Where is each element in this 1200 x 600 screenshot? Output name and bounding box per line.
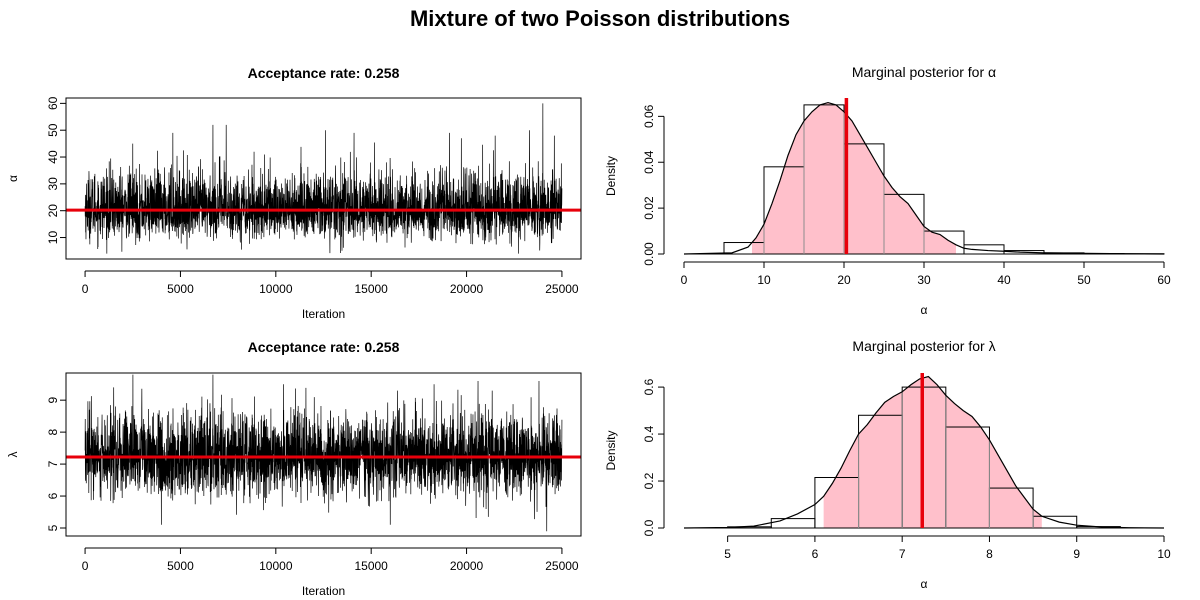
y-tick-label: 0.02 <box>642 196 656 220</box>
credible-region-fill <box>752 102 956 255</box>
x-tick-label: 5 <box>724 547 731 561</box>
x-tick-label: 15000 <box>354 282 388 296</box>
posterior-plot-lambda: Marginal posterior for λ 5 6 7 8 9 10 α 0.0 0.2 0.… <box>604 338 1171 591</box>
x-tick-label: 25000 <box>545 559 579 573</box>
y-tick-label: 7 <box>46 460 60 467</box>
y-tick-label: 0.00 <box>642 242 656 266</box>
y-tick-label: 60 <box>46 96 60 110</box>
x-tick-label: 10 <box>1157 547 1171 561</box>
x-axis-label: Iteration <box>302 307 345 321</box>
chart-title: Marginal posterior for λ <box>852 338 995 354</box>
x-tick-label: 7 <box>899 547 906 561</box>
x-tick-label: 60 <box>1157 273 1171 287</box>
x-tick-label: 20000 <box>450 282 484 296</box>
y-tick-label: 9 <box>46 397 60 404</box>
histogram-bar <box>770 518 816 529</box>
x-tick-label: 5000 <box>167 282 194 296</box>
y-tick-label: 10 <box>46 231 60 245</box>
x-tick-label: 50 <box>1077 273 1091 287</box>
x-tick-label: 10 <box>757 273 771 287</box>
chart-title: Acceptance rate: 0.258 <box>248 65 400 81</box>
histogram-bar <box>963 244 1005 255</box>
y-tick-label: 30 <box>46 177 60 191</box>
y-tick-label: 0.0 <box>642 519 656 536</box>
figure-title: Mixture of two Poisson distributions <box>409 6 791 31</box>
chart-title: Marginal posterior for α <box>852 64 996 80</box>
chart-title: Acceptance rate: 0.258 <box>248 339 400 355</box>
trace-plot-alpha: Acceptance rate: 0.258 0 5000 10000 15000 200… <box>6 65 582 321</box>
density-curve <box>683 375 1165 529</box>
plot-frame <box>65 97 582 260</box>
y-tick-label: 50 <box>46 123 60 137</box>
x-tick-label: 9 <box>1073 547 1080 561</box>
y-tick-label: 20 <box>46 204 60 218</box>
posterior-plot-alpha: Marginal posterior for α 0 10 20 30 40 50 60 α 0.… <box>604 64 1171 317</box>
trace-series-line <box>84 374 563 532</box>
x-tick-label: 0 <box>82 559 89 573</box>
x-tick-label: 8 <box>986 547 993 561</box>
y-tick-label: 0.04 <box>642 150 656 174</box>
x-tick-label: 15000 <box>354 559 388 573</box>
density-curve <box>683 101 1165 255</box>
credible-region-fill <box>823 376 1042 528</box>
x-tick-label: 20000 <box>450 559 484 573</box>
x-tick-label: 40 <box>997 273 1011 287</box>
x-axis-label: Iteration <box>302 584 345 598</box>
y-axis-label: α <box>6 175 20 182</box>
x-tick-label: 0 <box>82 282 89 296</box>
y-tick-label: 8 <box>46 428 60 435</box>
x-tick-label: 30 <box>917 273 931 287</box>
x-tick-label: 20 <box>837 273 851 287</box>
x-axis-label: α <box>921 303 928 317</box>
x-tick-label: 5000 <box>167 559 194 573</box>
y-tick-label: 0.2 <box>642 472 656 489</box>
x-tick-label: 6 <box>812 547 819 561</box>
plot-frame <box>65 372 582 537</box>
x-tick-label: 0 <box>681 273 688 287</box>
trace-series-line <box>84 103 563 254</box>
y-tick-label: 0.6 <box>642 378 656 395</box>
x-tick-label: 10000 <box>259 282 293 296</box>
x-tick-label: 25000 <box>545 282 579 296</box>
y-axis-label: λ <box>6 452 20 458</box>
y-tick-label: 5 <box>46 524 60 531</box>
trace-plot-lambda: Acceptance rate: 0.258 0 5000 10000 15000 200… <box>6 339 582 598</box>
x-axis-label: α <box>921 577 928 591</box>
y-axis-label: Density <box>604 430 618 470</box>
y-tick-label: 40 <box>46 150 60 164</box>
y-tick-label: 6 <box>46 492 60 499</box>
y-tick-label: 0.4 <box>642 425 656 442</box>
y-axis-label: Density <box>604 156 618 196</box>
y-tick-label: 0.06 <box>642 104 656 128</box>
x-tick-label: 10000 <box>259 559 293 573</box>
